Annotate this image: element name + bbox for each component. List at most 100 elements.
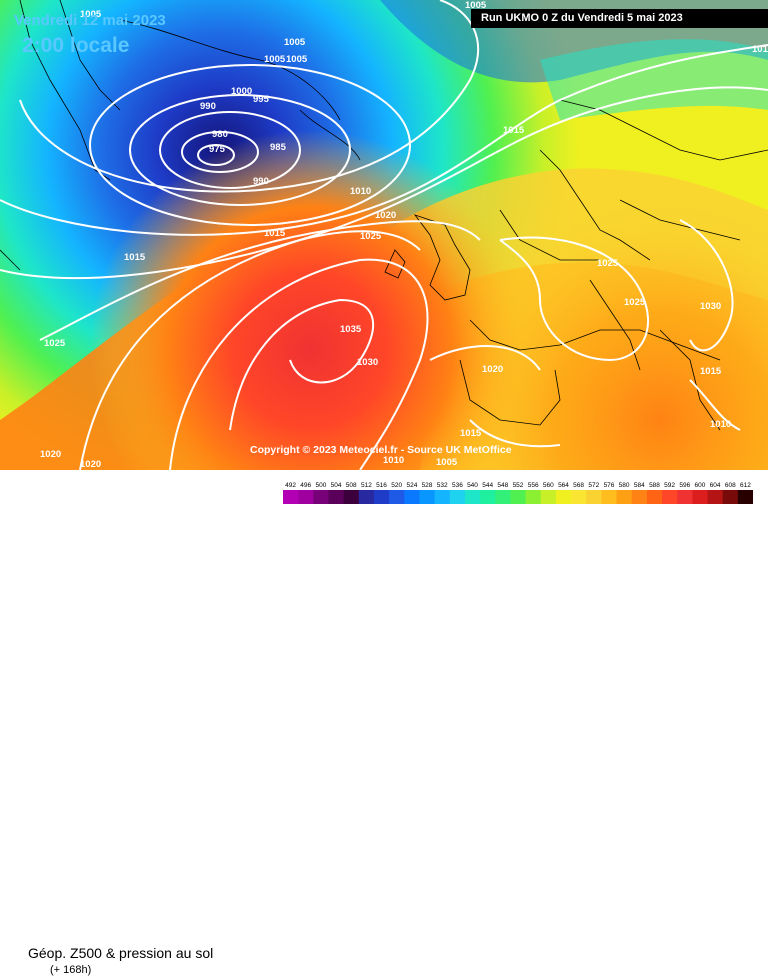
isobar-label: 975	[209, 144, 226, 155]
legend-swatch	[419, 490, 436, 504]
isobar-label: 1005	[465, 0, 487, 11]
isobar-label: 1015	[264, 228, 286, 239]
legend-tick-label: 536	[452, 482, 463, 489]
isobar-label: 990	[253, 176, 269, 187]
legend-swatch	[404, 490, 420, 504]
legend-tick-label: 520	[391, 482, 402, 489]
map-canvas: 1005 1005 1005 1005 1005 1000 995 990 98…	[0, 0, 768, 470]
isobar-label: 1005	[80, 9, 102, 20]
legend-tick-label: 540	[467, 482, 478, 489]
legend-tick-label: 504	[331, 482, 342, 489]
legend-tick-label: 568	[573, 482, 584, 489]
legend-tick-label: 580	[619, 482, 630, 489]
legend-swatch	[692, 490, 709, 504]
isobar-label: 1030	[357, 357, 378, 368]
valid-date: Vendredi 12 mai 2023	[14, 12, 166, 29]
legend-tick-label: 572	[588, 482, 599, 489]
isobar-label: 1025	[597, 258, 619, 269]
legend-swatch	[434, 490, 451, 504]
legend-tick-label: 524	[406, 482, 417, 489]
legend-tick-label: 564	[558, 482, 569, 489]
isobar-label: 995	[253, 94, 270, 105]
legend-swatch	[495, 490, 511, 504]
forecast-hour: (+ 168h)	[50, 964, 92, 976]
valid-time: 2:00 locale	[22, 34, 130, 57]
isobar-label: 1010	[752, 44, 768, 55]
legend-swatch	[616, 490, 633, 504]
legend-swatch	[555, 490, 572, 504]
legend-tick-label: 592	[664, 482, 675, 489]
legend-swatch	[525, 490, 542, 504]
legend-swatch	[646, 490, 663, 504]
legend-swatch	[662, 490, 678, 504]
legend-swatch	[464, 490, 481, 504]
isobar-label: 1020	[375, 210, 396, 221]
legend-tick-label: 516	[376, 482, 387, 489]
legend-swatch	[510, 490, 527, 504]
copyright: Copyright © 2023 Meteociel.fr - Source U…	[250, 444, 512, 456]
isobar-label: 1005	[264, 54, 286, 65]
legend-tick-label: 560	[543, 482, 554, 489]
legend-tick-label: 552	[513, 482, 524, 489]
legend-tick-label: 584	[634, 482, 645, 489]
legend-swatch	[677, 490, 693, 504]
legend-swatch	[540, 490, 557, 504]
isobar-label: 1000	[231, 86, 252, 97]
legend-tick-label: 600	[694, 482, 705, 489]
isobar-label: 1030	[700, 301, 721, 312]
isobar-labels: 1005 1005 1005 1005 1005 1000 995 990 98…	[40, 0, 768, 470]
legend-tick-label: 556	[528, 482, 539, 489]
isobar-label: 1005	[436, 457, 458, 468]
isobar-label: 1020	[482, 364, 503, 375]
legend-tick-label: 500	[315, 482, 326, 489]
legend-tick-label: 596	[679, 482, 690, 489]
run-info: Run UKMO 0 Z du Vendredi 5 mai 2023	[471, 9, 768, 28]
legend-tick-label: 492	[285, 482, 296, 489]
legend-tick-label: 588	[649, 482, 660, 489]
legend-tick-label: 496	[300, 482, 311, 489]
isobar-label: 1025	[624, 297, 646, 308]
legend-tick-label: 512	[361, 482, 372, 489]
legend-tick-label: 576	[604, 482, 615, 489]
legend-tick-label: 548	[497, 482, 508, 489]
isobar-label: 1020	[40, 449, 61, 460]
legend-tick-label: 508	[346, 482, 357, 489]
isobar-label: 1020	[80, 459, 101, 470]
isobar-lines	[0, 0, 768, 470]
legend-swatch	[737, 490, 753, 504]
legend-swatch	[449, 490, 466, 504]
isobar-label: 1025	[44, 338, 66, 349]
legend-swatch	[586, 490, 602, 504]
legend-swatch	[601, 490, 618, 504]
legend-tick-label: 532	[437, 482, 448, 489]
legend-swatch	[571, 490, 587, 504]
legend-swatch	[328, 490, 345, 504]
legend-tick-label: 528	[422, 482, 433, 489]
legend-swatch	[707, 490, 724, 504]
isobar-label: 1025	[360, 231, 382, 242]
isobar-label: 1010	[350, 186, 371, 197]
isobar-label: 985	[270, 142, 287, 153]
legend-swatch	[283, 490, 299, 504]
legend-swatch	[374, 490, 390, 504]
isobar-label: 1005	[284, 37, 306, 48]
isobar-label: 1005	[286, 54, 308, 65]
isobar-label: 1015	[503, 125, 525, 136]
legend-swatch	[298, 490, 314, 504]
legend-tick-label: 608	[725, 482, 736, 489]
legend-swatch	[358, 490, 375, 504]
coastlines	[0, 0, 768, 431]
legend-tick-label: 612	[740, 482, 751, 489]
isobar-label: 1010	[383, 455, 404, 466]
weather-map: 1005 1005 1005 1005 1005 1000 995 990 98…	[0, 0, 768, 470]
legend-swatch	[313, 490, 329, 504]
map-title: Géop. Z500 & pression au sol	[28, 945, 214, 961]
color-legend: 492 496 500 504 508 512 516 520 524 528 532 536 540 5…	[283, 482, 753, 504]
legend-swatch	[631, 490, 648, 504]
isobar-label: 1015	[460, 428, 482, 439]
legend-swatch	[389, 490, 405, 504]
legend-swatch	[343, 490, 360, 504]
legend-swatch	[722, 490, 739, 504]
legend-tick-label: 604	[710, 482, 721, 489]
isobar-label: 1035	[340, 324, 362, 335]
